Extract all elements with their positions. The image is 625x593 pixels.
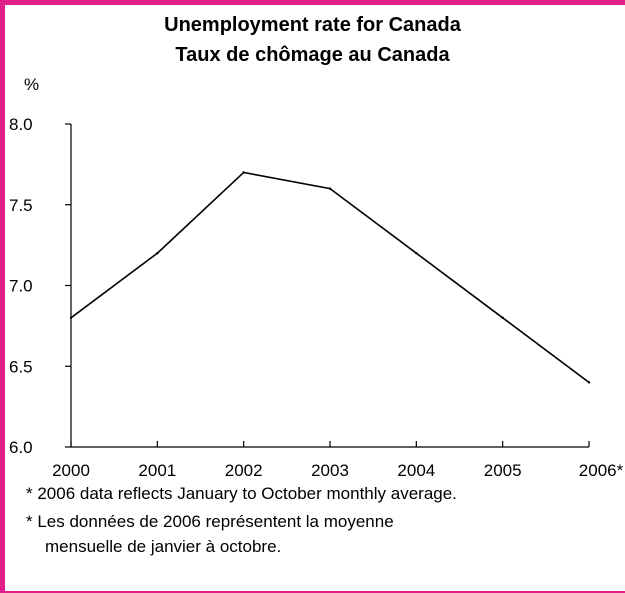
x-tick-label: 2002 (225, 461, 263, 480)
y-axis-label: % (24, 75, 39, 94)
data-point (328, 187, 332, 190)
x-tick-label: 2006* (579, 461, 624, 480)
data-point (501, 316, 504, 319)
x-tick-label: 2004 (397, 461, 435, 480)
y-tick-label: 8.0 (9, 115, 33, 134)
data-point (415, 252, 418, 255)
chart-title: Unemployment rate for Canada (164, 14, 461, 36)
data-point (156, 252, 159, 255)
data-point (242, 171, 245, 174)
chart-subtitle: Taux de chômage au Canada (175, 44, 450, 66)
x-tick-label: 2005 (484, 461, 522, 480)
x-tick-label: 2001 (138, 461, 176, 480)
y-tick-label: 6.0 (9, 438, 33, 457)
y-tick-label: 7.5 (9, 196, 33, 215)
y-tick-label: 6.5 (9, 357, 33, 376)
footnote-french-line2: mensuelle de janvier à octobre. (45, 537, 282, 556)
y-tick-label: 7.0 (9, 277, 33, 296)
footnote-english: * 2006 data reflects January to October … (26, 484, 457, 503)
series-line (70, 171, 590, 384)
x-tick-label: 2003 (311, 461, 349, 480)
line-chart: % 6.0 6.5 7.0 7.5 8.0 2000 2001 2002 2003 2004 2005… (9, 75, 624, 480)
data-point (587, 381, 591, 384)
x-tick-label: 2000 (52, 461, 90, 480)
data-point (69, 316, 73, 319)
footnote-french-line1: * Les données de 2006 représentent la mo… (26, 512, 394, 531)
